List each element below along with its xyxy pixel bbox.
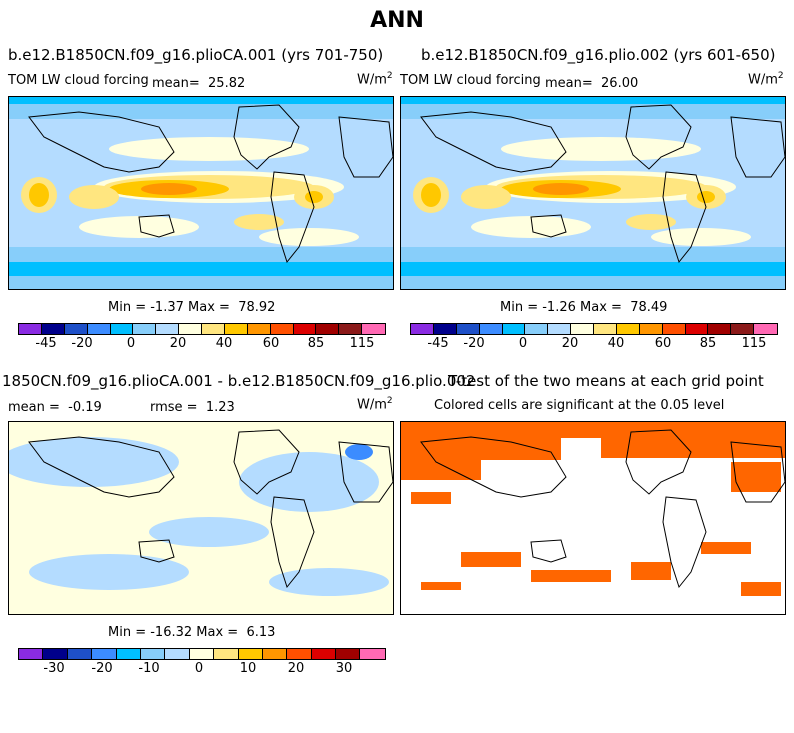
colorbar-swatch [262, 649, 288, 659]
colorbar-swatch [662, 324, 686, 334]
panel3-units: W/m2 [357, 396, 393, 413]
panel2-mean: mean= 26.00 [545, 76, 639, 91]
panel4-title: T-test of the two means at each grid poi… [448, 372, 764, 390]
panel3-title: 1850CN.f09_g16.plioCA.001 - b.e12.B1850C… [2, 372, 476, 390]
colorbar-swatch [479, 324, 503, 334]
colorbar-swatch [639, 324, 663, 334]
colorbar-tick-label: 115 [741, 336, 767, 351]
colorbar-swatch [754, 324, 777, 334]
colorbar-swatch [189, 649, 215, 659]
panel3-rmse: rmse = 1.23 [150, 400, 235, 415]
colorbar-tick-label: -45 [35, 336, 57, 351]
colorbar-tick-label: 85 [307, 336, 325, 351]
colorbar-swatch [362, 324, 385, 334]
panel2-map [400, 96, 786, 290]
panel3-minmax: Min = -16.32 Max = 6.13 [108, 625, 276, 640]
colorbar-swatch [594, 324, 617, 334]
colorbar-swatch [293, 324, 317, 334]
colorbar-tick-label: -30 [43, 661, 65, 676]
colorbar-tick-label: -20 [463, 336, 485, 351]
colorbar-swatch [19, 324, 42, 334]
panel1-title: b.e12.B1850CN.f09_g16.plioCA.001 (yrs 70… [8, 46, 384, 64]
colorbar-tick-label: 85 [699, 336, 717, 351]
colorbar-tick-label: 20 [169, 336, 187, 351]
panel2-colorbar [410, 323, 778, 335]
colorbar-swatch [616, 324, 640, 334]
colorbar-tick-label: 0 [194, 661, 204, 676]
colorbar-tick-label: 20 [561, 336, 579, 351]
colorbar-tick-label: 0 [126, 336, 136, 351]
colorbar-swatch [110, 324, 134, 334]
colorbar-swatch [360, 649, 385, 659]
colorbar-swatch [43, 649, 68, 659]
panel2-title: b.e12.B1850CN.f09_g16.plio.002 (yrs 601-… [421, 46, 776, 64]
colorbar-swatch [133, 324, 157, 334]
colorbar-swatch [156, 324, 180, 334]
colorbar-tick-label: 115 [349, 336, 375, 351]
panel1-minmax: Min = -1.37 Max = 78.92 [108, 300, 276, 315]
colorbar-swatch [685, 324, 709, 334]
colorbar-swatch [116, 649, 141, 659]
significant-cells [401, 422, 785, 596]
colorbar-swatch [311, 649, 337, 659]
colorbar-swatch [287, 649, 312, 659]
colorbar-swatch [502, 324, 526, 334]
colorbar-tick-label: -45 [427, 336, 449, 351]
panel1-mean: mean= 25.82 [152, 76, 246, 91]
colorbar-swatch [238, 649, 263, 659]
colorbar-swatch [64, 324, 88, 334]
colorbar-swatch [433, 324, 457, 334]
panel3-map [8, 421, 394, 615]
colorbar-swatch [179, 324, 202, 334]
colorbar-swatch [731, 324, 755, 334]
colorbar-swatch [548, 324, 572, 334]
colorbar-tick-label: 60 [262, 336, 280, 351]
colorbar-swatch [165, 649, 190, 659]
colorbar-swatch [316, 324, 340, 334]
colorbar-swatch [214, 649, 239, 659]
panel4-map [400, 421, 786, 615]
colorbar-tick-label: 0 [518, 336, 528, 351]
colorbar-swatch [270, 324, 294, 334]
page-title: ANN [370, 8, 424, 33]
colorbar-tick-label: -10 [138, 661, 160, 676]
colorbar-swatch [247, 324, 271, 334]
colorbar-tick-label: 40 [607, 336, 625, 351]
panel3-mean: mean = -0.19 [8, 400, 102, 415]
colorbar-swatch [41, 324, 65, 334]
panel1-units: W/m2 [357, 71, 393, 88]
panel2-minmax: Min = -1.26 Max = 78.49 [500, 300, 668, 315]
colorbar-swatch [140, 649, 166, 659]
colorbar-tick-label: 10 [239, 661, 257, 676]
colorbar-swatch [411, 324, 434, 334]
colorbar-tick-label: -20 [71, 336, 93, 351]
panel4-subtitle: Colored cells are significant at the 0.0… [434, 398, 725, 413]
colorbar-tick-label: 40 [215, 336, 233, 351]
panel2-variable-label: TOM LW cloud forcing [400, 73, 541, 88]
colorbar-swatch [92, 649, 117, 659]
colorbar-swatch [456, 324, 480, 334]
panel3-colorbar [18, 648, 386, 660]
colorbar-swatch [19, 649, 44, 659]
colorbar-swatch [525, 324, 549, 334]
panel1-colorbar [18, 323, 386, 335]
colorbar-swatch [87, 324, 111, 334]
colorbar-swatch [339, 324, 363, 334]
colorbar-swatch [202, 324, 225, 334]
colorbar-tick-label: -20 [91, 661, 113, 676]
colorbar-swatch [571, 324, 594, 334]
colorbar-swatch [224, 324, 248, 334]
colorbar-tick-label: 30 [335, 661, 353, 676]
colorbar-tick-label: 20 [287, 661, 305, 676]
panel2-units: W/m2 [748, 71, 784, 88]
panel1-map [8, 96, 394, 290]
panel1-variable-label: TOM LW cloud forcing [8, 73, 149, 88]
colorbar-swatch [708, 324, 732, 334]
colorbar-swatch [336, 649, 361, 659]
colorbar-tick-label: 60 [654, 336, 672, 351]
colorbar-swatch [67, 649, 93, 659]
